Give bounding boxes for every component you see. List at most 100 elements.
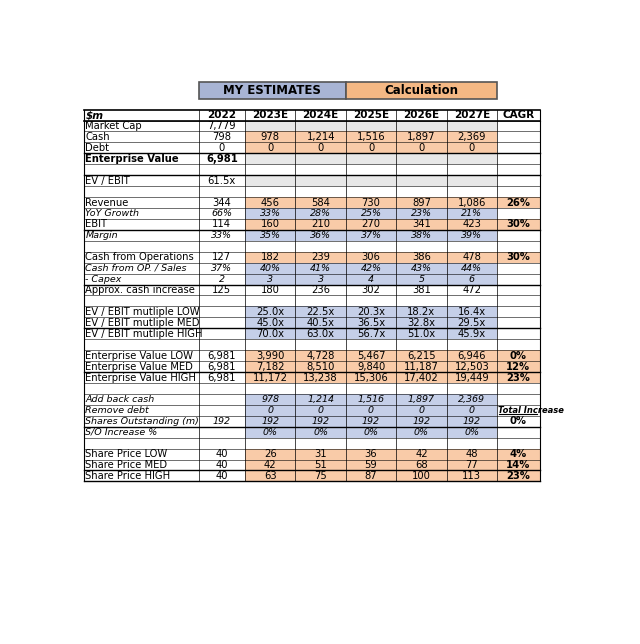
Bar	[497, 296, 540, 307]
Text: 25.0x: 25.0x	[256, 307, 284, 317]
Text: Cash from OP. / Sales: Cash from OP. / Sales	[85, 263, 187, 272]
Bar	[346, 120, 396, 131]
Text: 5,467: 5,467	[356, 350, 385, 361]
Text: 36%: 36%	[310, 231, 331, 240]
Bar	[296, 339, 346, 350]
Bar	[296, 460, 346, 470]
Bar	[198, 208, 245, 219]
Text: 26%: 26%	[506, 198, 531, 207]
Text: 192: 192	[463, 417, 481, 426]
Text: 3: 3	[317, 274, 324, 283]
Text: 1,214: 1,214	[307, 132, 335, 142]
Text: 6: 6	[468, 274, 475, 283]
Text: 43%: 43%	[411, 263, 432, 272]
Text: 127: 127	[212, 252, 232, 262]
Bar	[497, 317, 540, 328]
Text: Share Price LOW: Share Price LOW	[85, 449, 168, 459]
Bar	[198, 361, 245, 372]
Text: 0%: 0%	[510, 416, 527, 426]
Text: 472: 472	[462, 285, 481, 295]
Bar	[296, 307, 346, 317]
Bar	[84, 427, 198, 438]
Text: 38%: 38%	[411, 231, 432, 240]
Text: 2,369: 2,369	[458, 395, 485, 404]
Text: EV / EBIT mutliple HIGH: EV / EBIT mutliple HIGH	[85, 329, 203, 339]
Bar	[497, 263, 540, 274]
Text: 29.5x: 29.5x	[458, 318, 486, 328]
Bar	[396, 307, 447, 317]
Bar	[447, 470, 497, 481]
Bar	[497, 252, 540, 263]
Bar	[245, 350, 296, 361]
Bar	[447, 197, 497, 208]
Bar	[198, 416, 245, 427]
Bar	[346, 470, 396, 481]
Text: $m: $m	[85, 110, 104, 120]
Bar	[396, 470, 447, 481]
Text: 798: 798	[212, 132, 231, 142]
Bar	[497, 285, 540, 296]
Bar	[396, 383, 447, 394]
Text: 22.5x: 22.5x	[307, 307, 335, 317]
Bar	[396, 394, 447, 405]
Text: 6,981: 6,981	[207, 350, 236, 361]
Bar	[296, 142, 346, 153]
Text: 2026E: 2026E	[403, 110, 440, 120]
Text: 456: 456	[260, 198, 280, 207]
Bar	[198, 350, 245, 361]
Bar	[296, 416, 346, 427]
Text: 7,779: 7,779	[207, 121, 236, 131]
Text: 68: 68	[415, 460, 428, 470]
Bar	[245, 317, 296, 328]
Text: 15,306: 15,306	[354, 372, 388, 383]
Text: 40: 40	[216, 471, 228, 481]
Bar	[245, 460, 296, 470]
Bar	[84, 230, 198, 241]
Text: 42: 42	[264, 460, 276, 470]
Bar	[447, 252, 497, 263]
Bar	[198, 307, 245, 317]
Bar	[198, 142, 245, 153]
Text: 386: 386	[412, 252, 431, 262]
Text: 0: 0	[317, 143, 324, 153]
Bar	[396, 405, 447, 416]
Text: 41%: 41%	[310, 263, 331, 272]
Text: 239: 239	[311, 252, 330, 262]
Text: 61.5x: 61.5x	[208, 176, 236, 185]
Bar	[198, 219, 245, 230]
Bar	[346, 131, 396, 142]
Text: 2,369: 2,369	[458, 132, 486, 142]
Bar	[296, 470, 346, 481]
Text: YoY Growth: YoY Growth	[85, 209, 140, 218]
Text: 306: 306	[362, 252, 380, 262]
Text: 192: 192	[261, 417, 279, 426]
Bar	[346, 219, 396, 230]
Bar	[447, 120, 497, 131]
Text: 14%: 14%	[506, 460, 531, 470]
Bar	[447, 219, 497, 230]
Bar	[346, 317, 396, 328]
Text: 6,981: 6,981	[206, 154, 238, 164]
Bar	[447, 438, 497, 449]
Text: Add back cash: Add back cash	[85, 395, 155, 404]
Bar	[296, 394, 346, 405]
Text: 2022: 2022	[207, 110, 236, 120]
Text: Revenue: Revenue	[85, 198, 129, 207]
Text: 3,990: 3,990	[256, 350, 284, 361]
Bar	[497, 164, 540, 175]
Text: 192: 192	[213, 417, 231, 426]
Bar	[296, 274, 346, 285]
Text: 302: 302	[362, 285, 380, 295]
Bar	[447, 164, 497, 175]
Bar	[84, 438, 198, 449]
Bar	[497, 427, 540, 438]
Bar	[447, 186, 497, 197]
Text: 4: 4	[368, 274, 374, 283]
Text: Calculation: Calculation	[385, 84, 458, 97]
Text: Enterprise Value LOW: Enterprise Value LOW	[85, 350, 193, 361]
Bar	[296, 361, 346, 372]
Bar	[396, 328, 447, 339]
Text: 17,402: 17,402	[404, 372, 439, 383]
Bar	[245, 153, 296, 164]
Bar	[84, 307, 198, 317]
